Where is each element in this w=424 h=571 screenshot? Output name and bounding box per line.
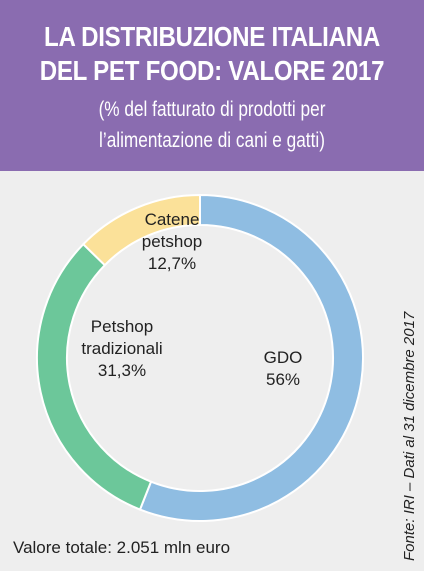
- slice-gdo: [138, 193, 364, 522]
- slice-value-catene-petshop: 12,7%: [148, 254, 196, 273]
- slice-name-petshop-tradizionali: tradizionali: [81, 339, 162, 358]
- chart-title-line-2: DEL PET FOOD: VALORE 2017: [39, 55, 385, 86]
- donut-chart: GDO 56% Petshop tradizionali 31,3% Catene pets…: [36, 193, 364, 522]
- slice-label-petshop-tradizionali: Petshop tradizionali 31,3%: [81, 317, 162, 380]
- source-note: Fonte: IRI – Dati al 31 dicembre 2017: [401, 311, 418, 561]
- slice-value-gdo: 56%: [266, 370, 300, 389]
- header-banner: LA DISTRIBUZIONE ITALIANA DEL PET FOOD: …: [0, 0, 424, 171]
- chart-subtitle-line-2: l’alimentazione di cani e gatti): [99, 129, 325, 152]
- slice-name-catene-petshop: petshop: [142, 232, 203, 251]
- slice-label-gdo: GDO 56%: [264, 348, 303, 389]
- slice-value-petshop-tradizionali: 31,3%: [98, 361, 146, 380]
- slice-name-catene-petshop: Catene: [145, 210, 200, 229]
- slice-label-catene-petshop: Catene petshop 12,7%: [142, 210, 203, 273]
- slice-name-petshop-tradizionali: Petshop: [91, 317, 153, 336]
- slice-name-gdo: GDO: [264, 348, 303, 367]
- chart-subtitle-line-1: (% del fatturato di prodotti per: [98, 98, 326, 121]
- total-value: Valore totale: 2.051 mln euro: [13, 538, 231, 557]
- chart-title-line-1: LA DISTRIBUZIONE ITALIANA: [43, 21, 380, 52]
- slice-catene-petshop: [81, 193, 201, 267]
